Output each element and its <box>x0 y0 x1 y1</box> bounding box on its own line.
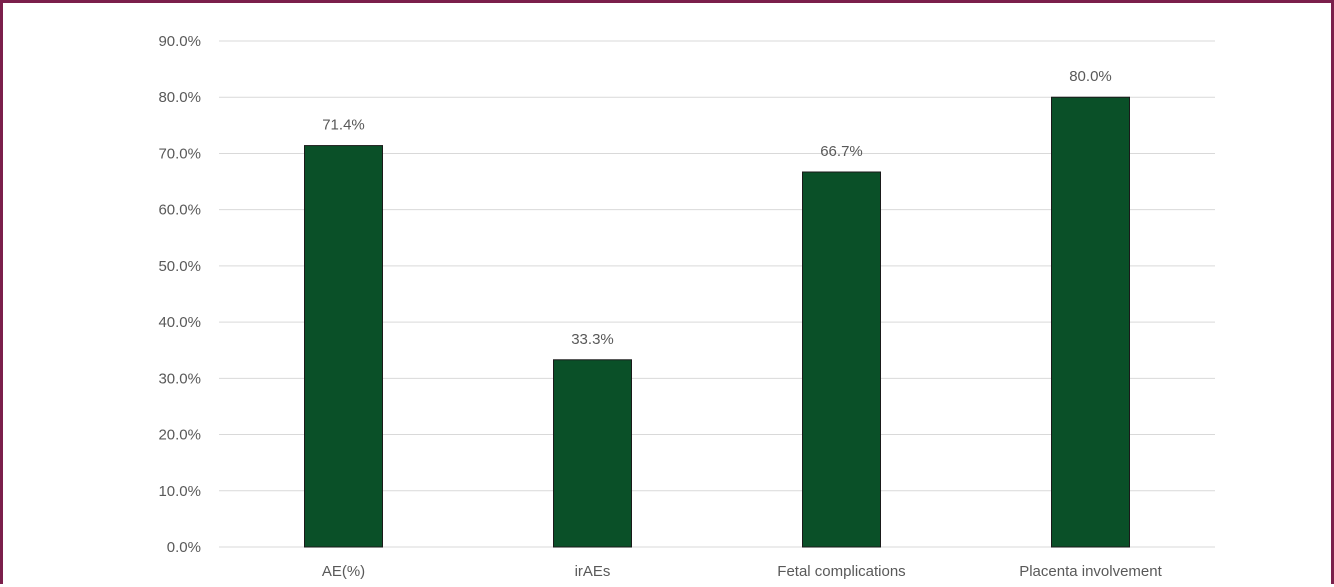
bar <box>802 171 881 548</box>
gridlines <box>219 40 1215 548</box>
y-tick-label: 0.0% <box>167 539 201 556</box>
data-label: 66.7% <box>820 143 863 160</box>
y-tick-label: 20.0% <box>158 427 201 444</box>
bar <box>304 145 383 548</box>
y-tick-label: 50.0% <box>158 258 201 275</box>
y-tick-label: 90.0% <box>158 33 201 50</box>
bars <box>304 96 1130 548</box>
x-category-label: Placenta involvement <box>1019 563 1162 580</box>
bar-chart: 0.0% 10.0% 20.0% 30.0% 40.0% 50.0% 60.0% 70.0% 8… <box>158 33 1215 580</box>
bar <box>1051 96 1130 548</box>
data-labels: 71.4% 33.3% 66.7% 80.0% <box>322 68 1112 348</box>
x-category-label: irAEs <box>575 563 611 580</box>
x-category-label: AE(%) <box>322 563 365 580</box>
y-tick-label: 10.0% <box>158 483 201 500</box>
y-tick-label: 30.0% <box>158 370 201 387</box>
x-category-label: Fetal complications <box>777 563 905 580</box>
data-label: 33.3% <box>571 331 614 348</box>
y-tick-label: 60.0% <box>158 202 201 219</box>
y-tick-label: 80.0% <box>158 89 201 106</box>
x-axis-category-labels: AE(%) irAEs Fetal complications Placenta in… <box>322 563 1163 580</box>
y-tick-label: 40.0% <box>158 314 201 331</box>
y-axis-tick-labels: 0.0% 10.0% 20.0% 30.0% 40.0% 50.0% 60.0% 70.0% 8… <box>158 33 201 556</box>
data-label: 71.4% <box>322 117 365 134</box>
y-tick-label: 70.0% <box>158 145 201 162</box>
bar <box>553 359 632 548</box>
data-label: 80.0% <box>1069 68 1112 85</box>
